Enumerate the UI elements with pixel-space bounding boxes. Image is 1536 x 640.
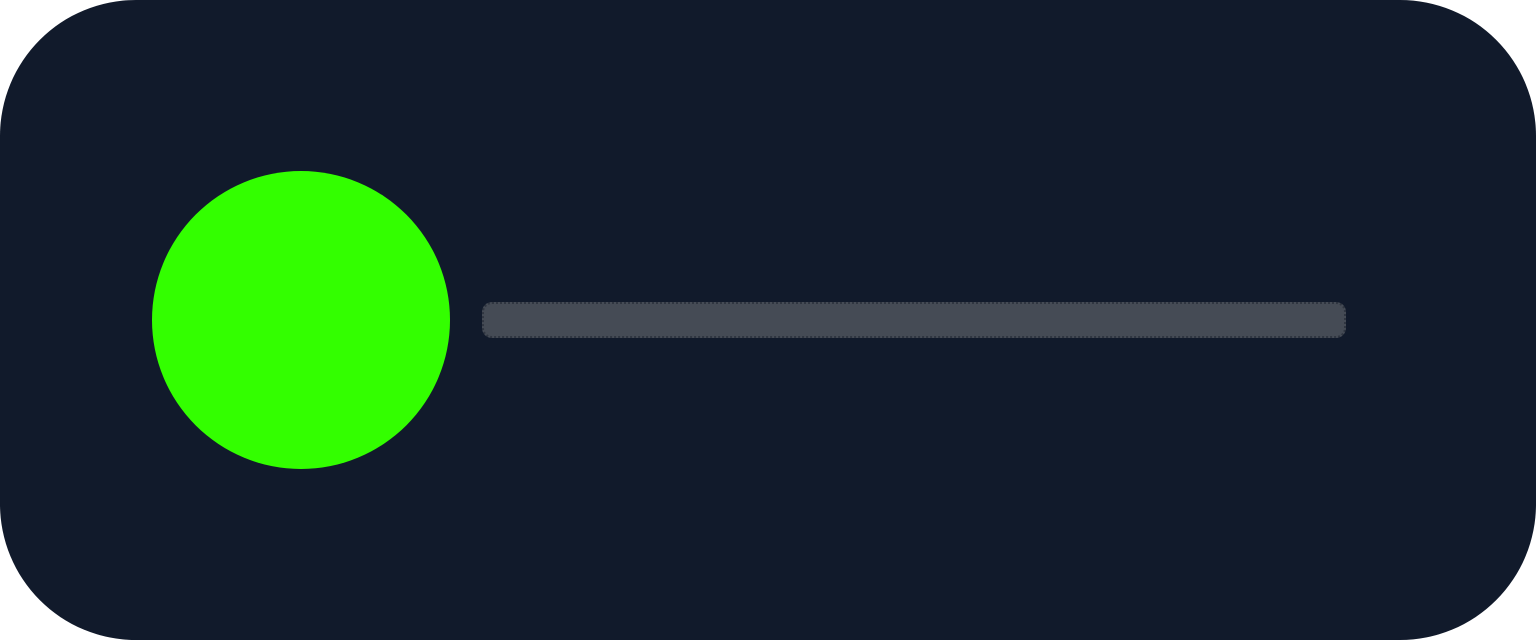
text-placeholder-bar: [482, 302, 1346, 338]
status-indicator-dot: [152, 171, 450, 469]
